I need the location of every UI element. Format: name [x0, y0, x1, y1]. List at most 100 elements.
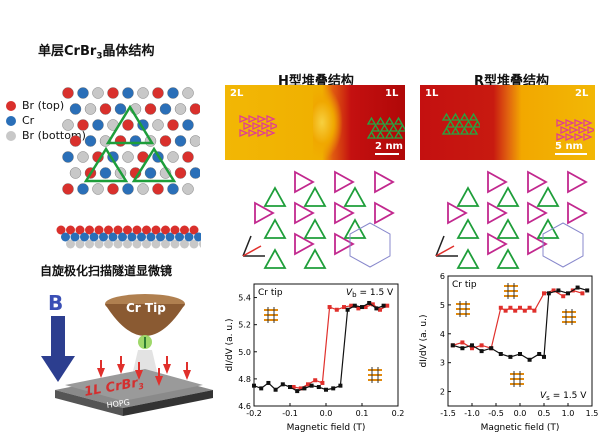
h-red-triangle-marks	[239, 115, 277, 137]
triangle-mark	[266, 115, 276, 123]
side-atom	[75, 225, 85, 235]
lattice-atom	[77, 151, 89, 163]
pink-triangle	[487, 201, 508, 225]
side-atom	[66, 225, 75, 235]
triangle-mark	[261, 122, 271, 130]
pink-triangle	[334, 201, 355, 225]
triangle-mark	[574, 133, 584, 141]
side-atom	[94, 225, 104, 235]
legend-swatch	[6, 130, 16, 141]
triangle-mark	[252, 122, 262, 130]
lattice-atom	[69, 167, 82, 179]
lattice-atom	[182, 151, 194, 163]
y-axis-label: dI/dV (a. u.)	[225, 319, 235, 372]
y-tick-label: 2	[440, 388, 445, 397]
data-point	[385, 303, 390, 308]
triangle-mark	[459, 112, 470, 121]
side-atom	[75, 239, 85, 249]
r-left-layer-label: 1L	[425, 88, 439, 99]
pink-triangle	[447, 201, 468, 225]
side-atom	[142, 225, 151, 235]
triangle-mark	[463, 119, 474, 128]
lattice-atom	[144, 167, 157, 179]
green-triangle	[536, 186, 560, 207]
h-stacking-diagram	[242, 170, 395, 269]
pink-triangle	[334, 232, 355, 256]
h-left-layer-label: 2L	[230, 88, 244, 99]
triangle-mark	[569, 126, 579, 134]
triangle-mark	[375, 130, 386, 139]
pink-triangle	[374, 201, 395, 225]
crystal-title-main: 单层CrBr	[38, 44, 97, 59]
lattice-atom	[107, 183, 119, 195]
side-atom	[61, 232, 70, 242]
side-atom	[199, 240, 201, 248]
side-atom	[189, 225, 199, 235]
triangle-mark	[454, 119, 465, 128]
side-atom	[194, 232, 201, 242]
triangle-mark	[379, 123, 390, 132]
crystal-title-suffix: 晶体结构	[102, 44, 155, 59]
axis-b-arrow	[242, 235, 252, 257]
axis-b-arrow	[435, 235, 445, 257]
triangle-mark	[375, 116, 386, 125]
triangle-mark	[270, 122, 277, 130]
x-tick-label: -1.5	[440, 409, 456, 418]
side-atom	[184, 232, 194, 242]
triangle-mark	[574, 119, 584, 127]
spin-config-icon	[504, 283, 518, 299]
lattice-atom	[129, 135, 142, 147]
side-atom	[108, 232, 118, 242]
lattice-atom	[114, 103, 127, 115]
method-title: 自旋极化扫描隧道显微镜	[40, 264, 173, 278]
triangle-mark	[441, 112, 452, 121]
green-triangle	[303, 186, 327, 207]
y-tick-label: 6	[440, 272, 445, 281]
triangle-mark	[370, 123, 381, 132]
x-tick-label: 0.5	[538, 409, 551, 418]
green-triangle	[263, 186, 287, 207]
legend-swatch	[6, 100, 16, 111]
legend-item: Cr	[6, 114, 34, 127]
green-triangle	[303, 248, 327, 269]
tip-annotation: Cr tip	[258, 288, 283, 298]
lattice-atom	[62, 183, 74, 195]
lattice-atom	[62, 119, 74, 131]
triangle-mark	[472, 119, 480, 128]
lattice-atom	[152, 183, 164, 195]
y-tick-label: 5.2	[238, 321, 251, 330]
green-triangle	[263, 218, 287, 239]
lattice-atom	[182, 119, 194, 131]
h-right-layer-label: 1L	[385, 88, 399, 99]
lattice-atom	[92, 183, 104, 195]
side-atom	[151, 239, 161, 249]
side-atom	[56, 225, 66, 235]
triangle-mark	[450, 112, 461, 121]
green-triangle	[536, 218, 560, 239]
r-red-triangle-marks	[556, 119, 594, 141]
lattice-atom	[167, 119, 179, 131]
pink-triangle	[294, 170, 315, 194]
substrate-label: HOPG	[106, 398, 130, 410]
spin-config-icon	[456, 301, 470, 317]
triangle-mark	[450, 126, 461, 135]
x-tick-label: -1.0	[464, 409, 480, 418]
r-hysteresis-chart: -1.5 -1.0 -0.5 0.0 0.5 1.0 1.5 2 3 4 5 6 Magnetic fi…	[419, 272, 598, 433]
side-atom	[70, 232, 80, 242]
hexagon-cell	[542, 222, 584, 268]
triangle-mark	[583, 119, 593, 127]
triangle-mark	[556, 119, 566, 127]
pink-triangle	[294, 201, 315, 225]
triangle-mark	[266, 129, 276, 137]
data-point	[580, 291, 585, 296]
series-line	[452, 286, 588, 361]
lattice-atom	[167, 183, 179, 195]
h-scalebar	[375, 153, 399, 155]
green-triangle	[263, 248, 287, 269]
triangle-mark	[445, 119, 456, 128]
side-atom	[137, 232, 146, 242]
tip-label: Cr Tip	[126, 301, 166, 315]
lattice-atom	[144, 103, 157, 115]
hexagon-cell	[349, 222, 391, 268]
side-atom	[113, 225, 123, 235]
